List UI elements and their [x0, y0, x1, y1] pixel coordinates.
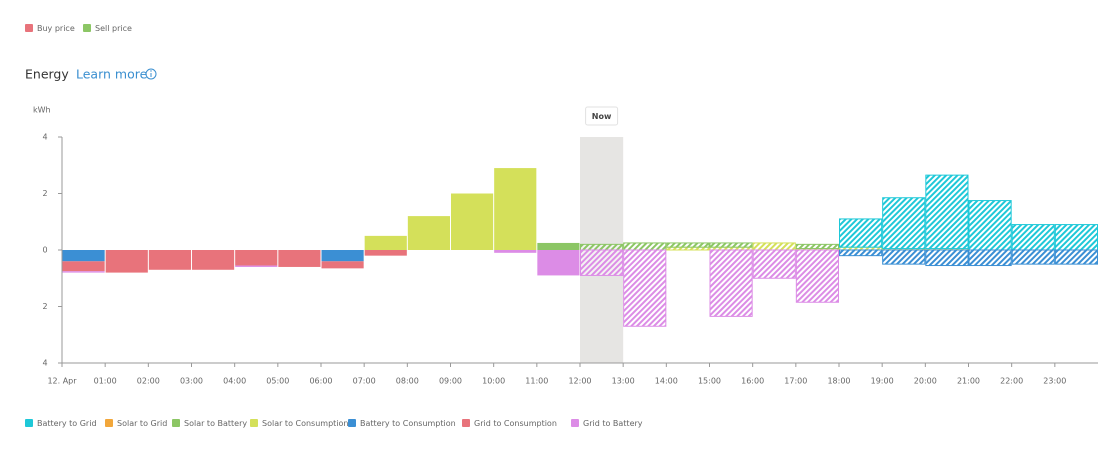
x-tick-label: 03:00 — [180, 377, 203, 386]
bar-segment — [537, 242, 580, 250]
legend-swatch — [83, 24, 91, 32]
legend-swatch — [172, 419, 180, 427]
bar-segment — [192, 250, 235, 270]
bar-segment — [1054, 249, 1099, 265]
bar-segment — [364, 235, 407, 250]
x-tick-label: 06:00 — [309, 377, 332, 386]
legend-swatch — [462, 419, 470, 427]
bar-segment — [235, 265, 278, 267]
bar-segment — [451, 193, 494, 250]
bar-segment — [407, 216, 450, 250]
legend-swatch — [571, 419, 579, 427]
x-tick-label: 13:00 — [612, 377, 635, 386]
x-tick-label: 02:00 — [137, 377, 160, 386]
legend-swatch — [105, 419, 113, 427]
y-axis-label: kWh — [33, 106, 51, 115]
x-tick-label: 17:00 — [784, 377, 807, 386]
legend-label: Battery to Consumption — [360, 419, 456, 428]
legend-label: Battery to Grid — [37, 419, 97, 428]
x-tick-label: 08:00 — [396, 377, 419, 386]
y-tick-label: 4 — [42, 133, 47, 142]
bar-segment — [925, 174, 969, 250]
bar-segment — [968, 200, 1012, 251]
bar-segment — [666, 242, 710, 248]
x-tick-label: 16:00 — [741, 377, 764, 386]
bar-segment — [1011, 249, 1055, 265]
legend-label: Grid to Battery — [583, 419, 643, 428]
legend-label: Sell price — [95, 24, 132, 33]
legend-label: Grid to Consumption — [474, 419, 557, 428]
bar-segment — [882, 249, 926, 265]
bar-segment — [839, 218, 883, 248]
x-tick-label: 18:00 — [827, 377, 850, 386]
bar-segment — [62, 250, 105, 262]
x-tick-label: 11:00 — [525, 377, 548, 386]
bar-segment — [364, 250, 407, 256]
x-tick-label: 04:00 — [223, 377, 246, 386]
bar-segment — [62, 271, 105, 273]
legend-swatch — [348, 419, 356, 427]
info-icon[interactable] — [145, 68, 157, 80]
bar-segment — [1054, 224, 1099, 251]
section-title: Energy — [25, 67, 69, 82]
x-tick-label: 12. Apr — [47, 377, 77, 386]
legend-swatch — [250, 419, 258, 427]
bar-segment — [752, 242, 796, 251]
bar-segment — [839, 249, 883, 257]
x-tick-label: 01:00 — [94, 377, 117, 386]
y-tick-label: 2 — [42, 302, 47, 311]
now-badge — [585, 106, 619, 126]
bar-segment — [62, 261, 105, 272]
bar-segment — [321, 250, 364, 262]
x-tick-label: 21:00 — [957, 377, 980, 386]
x-tick-label: 22:00 — [1000, 377, 1023, 386]
now-label: Now — [592, 112, 612, 121]
bar-segment — [968, 249, 1012, 267]
bar-segment — [709, 242, 753, 248]
bar-segment — [537, 250, 580, 276]
bar-segment — [494, 168, 537, 250]
bar-segment — [752, 249, 796, 279]
x-tick-label: 09:00 — [439, 377, 462, 386]
x-tick-label: 20:00 — [914, 377, 937, 386]
bar-segment — [278, 250, 321, 267]
bar-segment — [623, 249, 667, 327]
legend-swatch — [25, 24, 33, 32]
legend-label: Buy price — [37, 24, 75, 33]
y-tick-label: 0 — [42, 246, 47, 255]
x-tick-label: 07:00 — [353, 377, 376, 386]
legend-label: Solar to Grid — [117, 419, 167, 428]
bar-segment — [235, 250, 278, 266]
bar-segment — [580, 249, 624, 276]
bar-segment — [494, 250, 537, 253]
x-tick-label: 05:00 — [266, 377, 289, 386]
x-tick-label: 19:00 — [871, 377, 894, 386]
learn-more-link[interactable]: Learn more — [76, 67, 148, 82]
bar-segment — [148, 250, 191, 270]
x-tick-label: 14:00 — [655, 377, 678, 386]
x-tick-label: 12:00 — [568, 377, 591, 386]
bar-segment — [623, 242, 667, 251]
x-tick-label: 15:00 — [698, 377, 721, 386]
bar-segment — [795, 243, 839, 250]
bar-segment — [321, 261, 364, 269]
legend-swatch — [25, 419, 33, 427]
bar-segment — [580, 243, 624, 251]
x-tick-label: 10:00 — [482, 377, 505, 386]
legend-label: Solar to Consumption — [262, 419, 349, 428]
bar-segment — [795, 249, 839, 303]
bar-segment — [925, 249, 969, 267]
y-tick-label: 4 — [42, 359, 47, 368]
bar-segment — [105, 250, 148, 273]
bar-segment — [709, 249, 753, 317]
y-tick-label: 2 — [42, 189, 47, 198]
legend-label: Solar to Battery — [184, 419, 247, 428]
bar-segment — [1011, 224, 1055, 251]
bar-segment — [882, 197, 926, 250]
x-tick-label: 23:00 — [1043, 377, 1066, 386]
